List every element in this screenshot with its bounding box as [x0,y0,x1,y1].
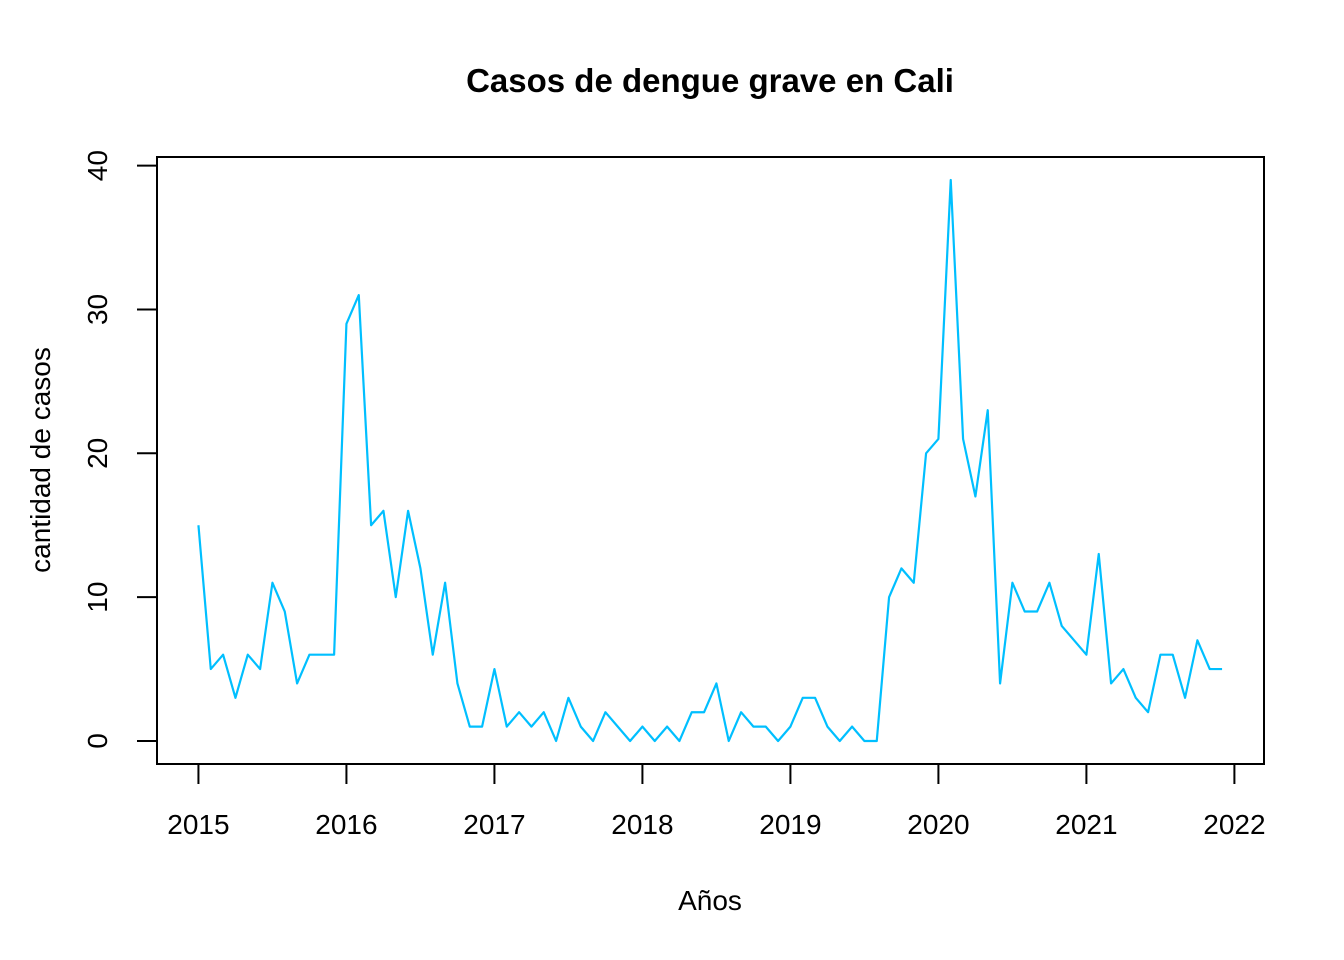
x-axis: 2015 2016 2017 2018 2019 2020 2021 2022 [167,763,1266,840]
series-line [197,178,1223,743]
x-tick-label: 2022 [1203,809,1265,840]
x-tick-label: 2015 [167,809,229,840]
x-tick-label: 2019 [759,809,821,840]
y-tick-label: 20 [82,438,113,469]
x-tick-label: 2017 [463,809,525,840]
x-tick-label: 2018 [611,809,673,840]
x-tick-label: 2016 [315,809,377,840]
x-tick-label: 2020 [907,809,969,840]
x-axis-label: Años [678,885,742,916]
series-layer [197,178,1223,743]
y-tick-label: 10 [82,582,113,613]
y-tick-label: 40 [82,150,113,181]
plot-frame [156,156,1265,765]
chart-title: Casos de dengue grave en Cali [466,62,954,99]
y-tick-label: 0 [82,733,113,749]
y-axis: 0 10 20 30 40 [82,150,158,749]
y-axis-label: cantidad de casos [25,347,56,573]
y-tick-label: 30 [82,294,113,325]
x-tick-label: 2021 [1055,809,1117,840]
